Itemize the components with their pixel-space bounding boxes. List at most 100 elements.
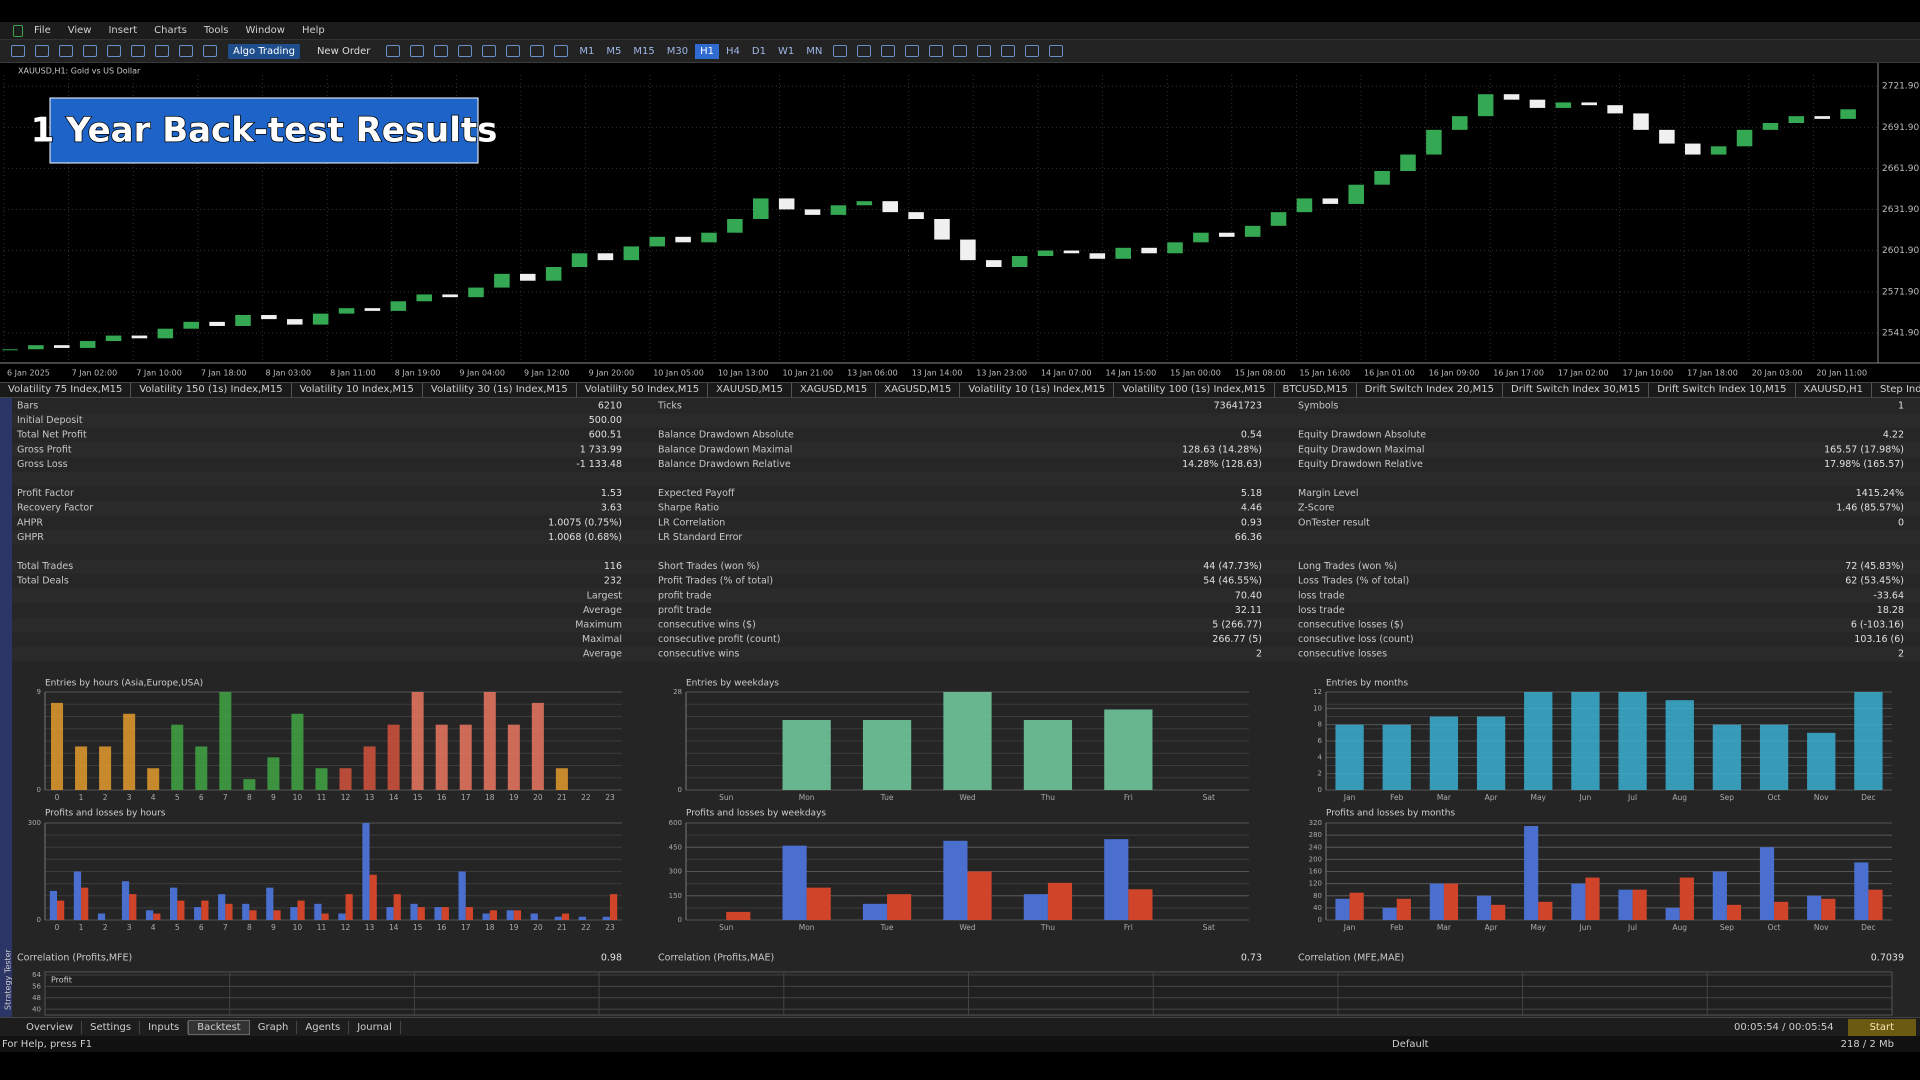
tool-icon[interactable] [107, 45, 121, 57]
tool-icon[interactable] [11, 45, 25, 57]
tool-icon[interactable] [881, 45, 896, 57]
symbol-tab[interactable]: BTCUSD,M15 [1275, 383, 1357, 397]
x-tick-label: Nov [1814, 793, 1829, 802]
timeframe-button[interactable]: D1 [751, 45, 766, 57]
symbol-tab[interactable]: Volatility 50 Index,M15 [577, 383, 709, 397]
menu-item[interactable]: Charts [154, 25, 187, 36]
tool-icon[interactable] [35, 45, 49, 57]
symbol-tab[interactable]: Volatility 30 (1s) Index,M15 [423, 383, 577, 397]
x-tick-label: 5 [175, 923, 180, 932]
tool-icon[interactable] [1001, 45, 1016, 57]
bar [129, 894, 137, 920]
tester-tab[interactable]: Overview [18, 1020, 83, 1034]
symbol-tab[interactable]: XAGUSD,M15 [792, 383, 877, 397]
timeframe-button[interactable]: MN [806, 45, 823, 57]
tool-icon[interactable] [434, 45, 449, 57]
menu-item[interactable]: Window [245, 25, 285, 36]
stats-label: Maximal [582, 634, 622, 645]
bar [1429, 883, 1444, 920]
tool-icon[interactable] [131, 45, 145, 57]
x-tick-label: Oct [1768, 793, 1781, 802]
tool-icon[interactable] [905, 45, 920, 57]
mini-chart-title: Entries by months [1326, 679, 1408, 689]
x-tick-label: 19 [509, 793, 519, 802]
symbol-tab[interactable]: XAUUSD,H1 [1796, 383, 1872, 397]
timeframe-button[interactable]: M5 [606, 45, 622, 57]
tool-icon[interactable] [386, 45, 401, 57]
bar [782, 720, 831, 790]
menu-item[interactable]: Insert [108, 25, 138, 36]
candle [571, 253, 588, 267]
tool-icon[interactable] [1025, 45, 1040, 57]
tool-icon[interactable] [458, 45, 473, 57]
symbol-tab[interactable]: Drift Switch Index 10,M15 [1649, 383, 1796, 397]
tool-icon[interactable] [179, 45, 193, 57]
symbol-tab[interactable]: XAGUSD,M15 [876, 383, 961, 397]
bar [1618, 692, 1647, 790]
x-tick-label: 23 [605, 793, 615, 802]
stats-row [12, 457, 1920, 472]
menu-item[interactable]: Tools [203, 25, 229, 36]
stats-value: 1 733.99 [580, 444, 622, 455]
tool-icon[interactable] [554, 45, 569, 57]
tool-icon[interactable] [833, 45, 848, 57]
stats-value: 6 (-103.16) [1851, 620, 1904, 631]
bar [1571, 692, 1600, 790]
stats-label: Balance Drawdown Absolute [658, 430, 794, 441]
timeframe-button[interactable]: H4 [725, 45, 740, 57]
tool-icon[interactable] [929, 45, 944, 57]
tool-icon[interactable] [59, 45, 73, 57]
tool-icon[interactable] [410, 45, 425, 57]
tool-icon[interactable] [83, 45, 97, 57]
bar [1807, 895, 1822, 920]
symbol-tab[interactable]: Drift Switch Index 20,M15 [1357, 383, 1504, 397]
tester-tab[interactable]: Inputs [140, 1020, 189, 1034]
new-order-button[interactable]: New Order [316, 45, 371, 57]
timeframe-button[interactable]: M30 [666, 45, 689, 57]
bar [489, 910, 497, 920]
bar [297, 900, 305, 920]
tester-tab[interactable]: Agents [297, 1020, 350, 1034]
timeframe-button[interactable]: H1 [695, 43, 719, 59]
bar [99, 746, 112, 790]
tool-icon[interactable] [1049, 45, 1064, 57]
tool-icon[interactable] [482, 45, 497, 57]
symbol-tab[interactable]: Drift Switch Index 30,M15 [1503, 383, 1650, 397]
symbol-tab[interactable]: XAUUSD,M15 [708, 383, 793, 397]
candle [1011, 256, 1028, 267]
symbol-tab[interactable]: Volatility 10 Index,M15 [292, 383, 423, 397]
symbol-tab[interactable]: Volatility 10 (1s) Index,M15 [960, 383, 1115, 397]
tool-icon[interactable] [977, 45, 992, 57]
stats-label: GHPR [17, 532, 44, 543]
algo-trading-button[interactable]: Algo Trading [228, 43, 300, 59]
tool-icon[interactable] [203, 45, 217, 57]
tool-icon[interactable] [506, 45, 521, 57]
tool-icon[interactable] [530, 45, 545, 57]
timeframe-button[interactable]: M1 [579, 45, 595, 57]
symbol-tab[interactable]: Volatility 150 (1s) Index,M15 [131, 383, 292, 397]
symbol-tab[interactable]: Volatility 75 Index,M15 [0, 383, 132, 397]
menu-item[interactable]: Help [301, 25, 325, 36]
tester-tab[interactable]: Graph [250, 1020, 298, 1034]
tester-tab[interactable]: Settings [82, 1020, 141, 1034]
symbol-tab[interactable]: Volatility 100 (1s) Index,M15 [1114, 383, 1275, 397]
bar [345, 894, 353, 920]
menu-item[interactable]: File [34, 25, 51, 36]
menu-item[interactable]: View [67, 25, 92, 36]
candle [364, 308, 381, 311]
tool-icon[interactable] [953, 45, 968, 57]
tester-tab[interactable]: Journal [349, 1020, 401, 1034]
timeframe-button[interactable]: W1 [777, 45, 795, 57]
x-tick-label: 1 [79, 923, 84, 932]
y-tick-label: 2541.90 [1882, 328, 1919, 338]
timeframe-button[interactable]: M15 [633, 45, 655, 57]
y-tick-label: 200 [1309, 855, 1322, 863]
start-button[interactable]: Start [1847, 1018, 1916, 1036]
y-tick-label: 160 [1309, 868, 1322, 876]
tool-icon[interactable] [155, 45, 169, 57]
stats-label: Initial Deposit [17, 415, 83, 426]
symbol-tab[interactable]: Step Index,M15 [1872, 383, 1920, 397]
tool-icon[interactable] [857, 45, 872, 57]
bar [1491, 904, 1506, 920]
tester-tab[interactable]: Backtest [188, 1019, 250, 1035]
